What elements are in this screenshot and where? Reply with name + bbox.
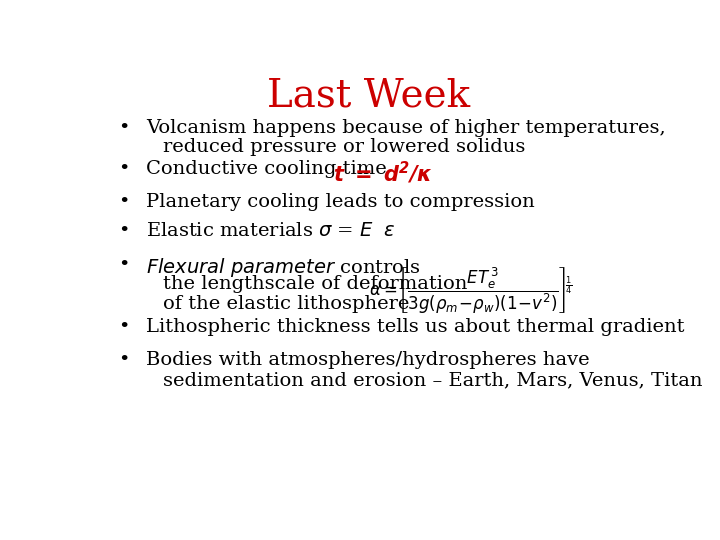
Text: •: • [118,222,130,240]
Text: •: • [118,119,130,137]
Text: •: • [118,352,130,369]
Text: $\alpha = \!\left[\dfrac{ET_e^{\,3}}{3g(\rho_m\!-\!\rho_w)(1\!-\!v^2)}\right]^{\: $\alpha = \!\left[\dfrac{ET_e^{\,3}}{3g(… [369,266,572,316]
Text: Planetary cooling leads to compression: Planetary cooling leads to compression [145,193,534,211]
Text: •: • [118,255,130,274]
Text: Bodies with atmospheres/hydrospheres have: Bodies with atmospheres/hydrospheres hav… [145,352,590,369]
Text: Last Week: Last Week [267,77,471,114]
Text: of the elastic lithosphere: of the elastic lithosphere [163,295,409,313]
Text: $\it{Flexural\ parameter}$ controls: $\it{Flexural\ parameter}$ controls [145,255,420,279]
Text: the lengthscale of deformation: the lengthscale of deformation [163,275,467,293]
Text: Elastic materials $\sigma$ = $E\;$ $\varepsilon$: Elastic materials $\sigma$ = $E\;$ $\var… [145,222,395,240]
Text: sedimentation and erosion – Earth, Mars, Venus, Titan: sedimentation and erosion – Earth, Mars,… [163,371,702,389]
Text: •: • [118,193,130,211]
Text: Conductive cooling time: Conductive cooling time [145,160,393,178]
Text: $\bfit{t}$ $\mathbf{=}$ $\bfit{d}^{\bfit{2}}\bfit{/\kappa}$: $\bfit{t}$ $\mathbf{=}$ $\bfit{d}^{\bfit… [333,160,433,186]
Text: reduced pressure or lowered solidus: reduced pressure or lowered solidus [163,138,525,157]
Text: Lithospheric thickness tells us about thermal gradient: Lithospheric thickness tells us about th… [145,318,684,336]
Text: •: • [118,318,130,336]
Text: Volcanism happens because of higher temperatures,: Volcanism happens because of higher temp… [145,119,665,137]
Text: •: • [118,160,130,178]
